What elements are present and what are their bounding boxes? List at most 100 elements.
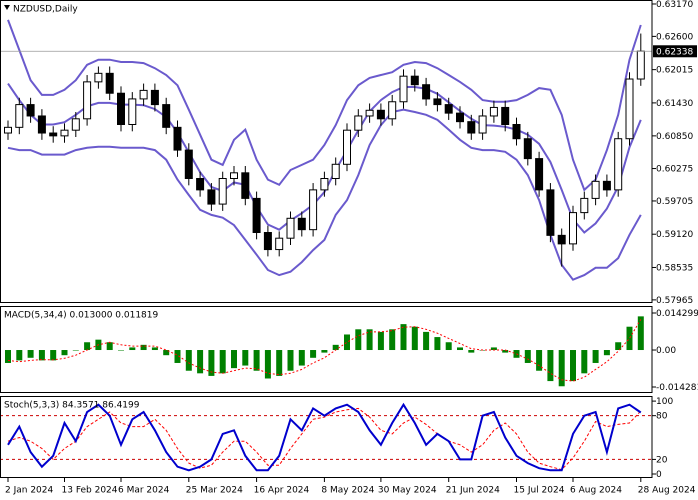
- stoch-main: [7, 402, 642, 472]
- macd-bar: [140, 344, 147, 351]
- macd-bar: [219, 350, 226, 374]
- candle-body: [625, 78, 634, 140]
- y-tick-label: 0.58535: [656, 263, 693, 273]
- macd-bar: [287, 350, 294, 371]
- candle-body: [252, 197, 261, 234]
- macd-bar: [27, 350, 34, 358]
- candle-body: [478, 115, 487, 134]
- candle-body: [241, 172, 250, 199]
- candle-body: [320, 178, 329, 191]
- panel-title: MACD(5,34,4) 0.013000 0.011819: [4, 311, 159, 321]
- candle-body: [263, 232, 272, 251]
- y-tick-label: 0.59120: [656, 230, 693, 240]
- candle-body: [365, 109, 374, 117]
- candle-body: [501, 106, 510, 125]
- panel-border: [0, 396, 653, 478]
- macd-bar: [16, 350, 23, 361]
- macd-bar: [208, 350, 215, 376]
- macd-bar: [490, 347, 497, 351]
- candle-body: [422, 84, 431, 100]
- macd-bar: [592, 350, 599, 363]
- candle-body: [117, 92, 125, 125]
- candle-body: [523, 138, 532, 160]
- macd-bar: [411, 326, 418, 351]
- y-tick-label: 0.61430: [656, 99, 693, 109]
- bollinger-upper: [7, 19, 642, 192]
- macd-bar: [434, 337, 441, 351]
- macd-bar: [253, 350, 260, 371]
- candle-body: [614, 138, 623, 191]
- y-tick-label: 80: [656, 412, 668, 422]
- candle-body: [60, 129, 69, 137]
- macd-bar: [276, 350, 283, 376]
- candle-body: [580, 197, 589, 214]
- macd-bar: [626, 326, 633, 351]
- macd-bar: [558, 350, 565, 387]
- macd-bar: [118, 350, 124, 351]
- candle-body: [83, 81, 92, 120]
- candle-body: [71, 118, 80, 131]
- candle-body: [433, 98, 442, 106]
- macd-bar: [468, 350, 475, 353]
- x-tick-label: 15 Jul 2024: [514, 486, 565, 496]
- candle-body: [467, 121, 476, 134]
- candle-body: [388, 101, 397, 120]
- bollinger-lower: [7, 108, 642, 281]
- candle-body: [196, 178, 205, 191]
- macd-bar: [423, 331, 430, 351]
- y-tick-label: 0.57965: [656, 296, 693, 306]
- x-tick-label: 21 Jun 2024: [446, 486, 500, 496]
- y-tick-label: 0.60275: [656, 165, 693, 175]
- candle-body: [15, 104, 24, 128]
- macd-bar: [355, 329, 362, 351]
- macd-bar: [61, 350, 68, 356]
- last-price-label: 0.62338: [656, 47, 693, 57]
- macd-signal: [7, 319, 642, 382]
- candle-body: [331, 163, 340, 180]
- x-tick-label: 30 May 2024: [378, 486, 437, 496]
- candle-body: [230, 172, 238, 180]
- macd-bar: [163, 350, 170, 356]
- macd-bar: [377, 331, 384, 351]
- candle-body: [139, 89, 148, 100]
- macd-bar: [389, 329, 396, 351]
- macd-bar: [310, 350, 317, 358]
- candle-body: [105, 72, 114, 94]
- candle-body: [309, 189, 318, 231]
- candle-body: [636, 50, 645, 80]
- macd-bar: [445, 342, 452, 351]
- macd-bar: [603, 350, 610, 356]
- x-tick-label: 25 Mar 2024: [186, 486, 243, 496]
- y-tick-label: -0.014281: [656, 383, 698, 393]
- x-tick-label: 2 Jan 2024: [5, 486, 53, 496]
- macd-bar: [106, 342, 113, 351]
- candle-body: [512, 123, 521, 140]
- macd-bar: [298, 350, 305, 366]
- x-tick-label: 8 May 2024: [321, 486, 374, 496]
- macd-bar: [197, 350, 204, 374]
- macd-bar: [344, 334, 350, 351]
- candle-body: [150, 89, 159, 106]
- y-tick-label: 0.60850: [656, 132, 693, 142]
- y-tick-label: 0.014299: [656, 309, 698, 319]
- macd-bar: [581, 350, 588, 374]
- macd-bar: [366, 329, 373, 351]
- candle-body: [37, 115, 46, 134]
- macd-bar: [5, 350, 11, 363]
- candle-body: [4, 126, 12, 134]
- macd-bar: [547, 350, 554, 382]
- y-tick-label: 100: [656, 397, 673, 407]
- candle-body: [602, 180, 611, 191]
- candle-body: [535, 158, 544, 191]
- macd-bar: [84, 342, 91, 351]
- x-tick-label: 6 Mar 2024: [118, 486, 170, 496]
- candle-body: [207, 189, 216, 205]
- panel-title: NZDUSD,Daily: [13, 5, 78, 15]
- symbol-icon: [4, 5, 10, 10]
- candle-body: [376, 109, 385, 120]
- candle-body: [275, 237, 284, 251]
- panel-border: [0, 306, 653, 393]
- candle-body: [557, 234, 566, 245]
- macd-bar: [457, 347, 463, 351]
